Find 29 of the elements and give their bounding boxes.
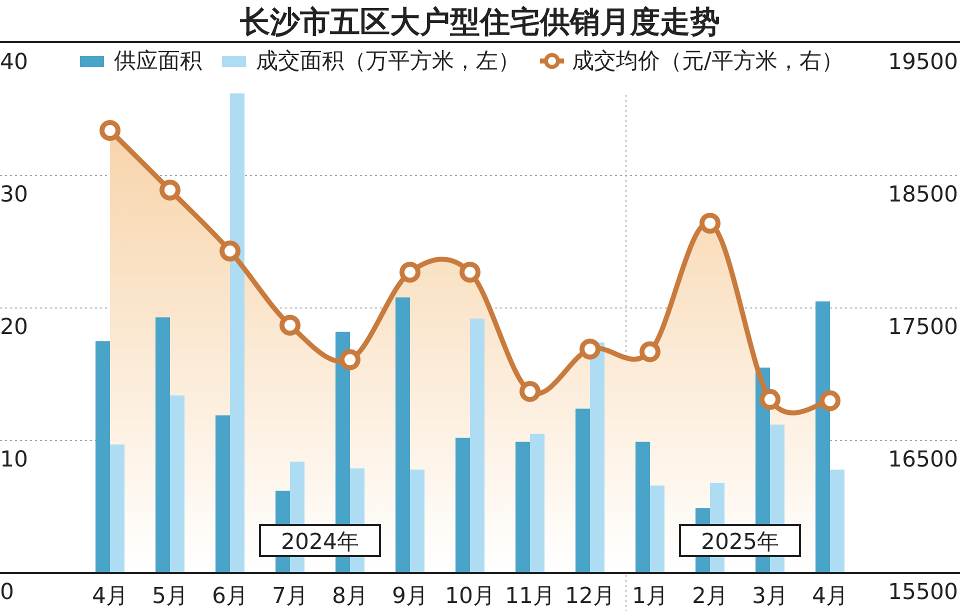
y2-tick-label: 15500 xyxy=(888,580,958,605)
x-tick-label: 9月 xyxy=(392,584,428,609)
x-tick-label: 2月 xyxy=(692,584,728,609)
x-tick-label: 3月 xyxy=(752,584,788,609)
y-tick-label: 30 xyxy=(0,182,28,208)
legend-label: 成交均价（元/平方米，右） xyxy=(572,49,844,74)
annotation: 2025年 xyxy=(701,530,779,555)
annotation: 2024年 xyxy=(281,530,359,555)
x-tick-label: 8月 xyxy=(332,584,368,609)
y-tick-label: 0 xyxy=(0,580,14,605)
x-tick-label: 5月 xyxy=(152,584,188,609)
legend-label: 供应面积 xyxy=(114,49,202,74)
x-tick-label: 7月 xyxy=(272,584,308,609)
x-tick-label: 4月 xyxy=(812,584,848,609)
x-tick-label: 1月 xyxy=(632,584,668,609)
x-tick-label: 12月 xyxy=(565,584,615,609)
y-tick-label: 20 xyxy=(0,315,28,340)
y-tick-label: 10 xyxy=(0,448,28,472)
y2-tick-label: 18500 xyxy=(888,182,958,208)
legend-label: 成交面积（万平方米，左） xyxy=(256,49,520,74)
x-tick-label: 11月 xyxy=(505,584,555,609)
x-tick-label: 10月 xyxy=(445,584,495,609)
chart-title: 长沙市五区大户型住宅供销月度走势 xyxy=(239,5,720,40)
y2-tick-label: 17500 xyxy=(888,315,958,340)
y2-tick-label: 16500 xyxy=(888,448,958,472)
x-tick-label: 6月 xyxy=(212,584,248,609)
y-tick-label: 40 xyxy=(0,50,28,75)
x-tick-label: 4月 xyxy=(92,584,128,609)
y2-tick-label: 19500 xyxy=(888,50,958,75)
